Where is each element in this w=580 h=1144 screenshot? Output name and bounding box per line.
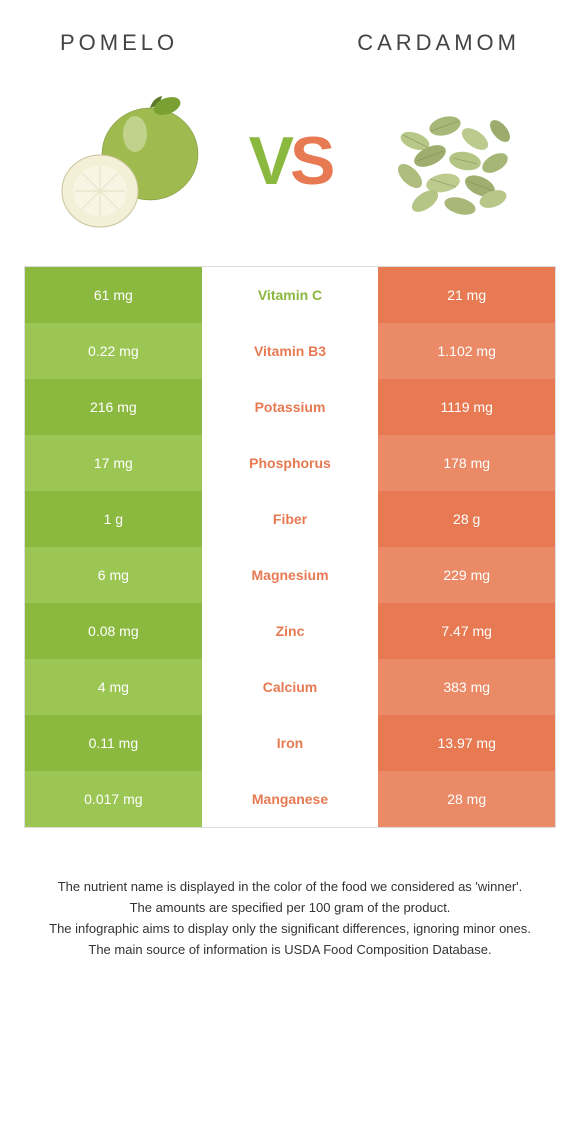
nutrient-name: Fiber (202, 491, 379, 547)
nutrient-name: Zinc (202, 603, 379, 659)
vs-label: VS (249, 127, 332, 195)
table-row: 216 mgPotassium1119 mg (25, 379, 555, 435)
nutrient-name: Potassium (202, 379, 379, 435)
right-value: 13.97 mg (378, 715, 555, 771)
left-value: 0.22 mg (25, 323, 202, 379)
right-value: 21 mg (378, 267, 555, 323)
vs-v: V (249, 123, 290, 199)
left-value: 0.017 mg (25, 771, 202, 827)
right-value: 178 mg (378, 435, 555, 491)
table-row: 0.22 mgVitamin B31.102 mg (25, 323, 555, 379)
comparison-table: 61 mgVitamin C21 mg0.22 mgVitamin B31.10… (24, 266, 556, 828)
left-value: 216 mg (25, 379, 202, 435)
left-value: 17 mg (25, 435, 202, 491)
right-value: 1119 mg (378, 379, 555, 435)
right-value: 229 mg (378, 547, 555, 603)
left-food-title: POMELO (60, 30, 178, 56)
header: POMELO CARDAMOM (0, 20, 580, 76)
right-food-title: CARDAMOM (357, 30, 520, 56)
pomelo-image (55, 86, 205, 236)
footnote-line: The infographic aims to display only the… (35, 920, 545, 939)
left-value: 0.11 mg (25, 715, 202, 771)
table-row: 61 mgVitamin C21 mg (25, 267, 555, 323)
nutrient-name: Calcium (202, 659, 379, 715)
table-row: 0.11 mgIron13.97 mg (25, 715, 555, 771)
nutrient-name: Magnesium (202, 547, 379, 603)
table-row: 0.017 mgManganese28 mg (25, 771, 555, 827)
nutrient-name: Manganese (202, 771, 379, 827)
left-value: 61 mg (25, 267, 202, 323)
table-row: 17 mgPhosphorus178 mg (25, 435, 555, 491)
nutrient-name: Iron (202, 715, 379, 771)
right-value: 28 mg (378, 771, 555, 827)
footnote-line: The amounts are specified per 100 gram o… (35, 899, 545, 918)
left-value: 0.08 mg (25, 603, 202, 659)
footnotes: The nutrient name is displayed in the co… (0, 828, 580, 959)
footnote-line: The main source of information is USDA F… (35, 941, 545, 960)
left-value: 1 g (25, 491, 202, 547)
left-value: 4 mg (25, 659, 202, 715)
cardamom-image (375, 91, 525, 231)
vs-s: S (290, 123, 331, 199)
table-row: 0.08 mgZinc7.47 mg (25, 603, 555, 659)
right-value: 1.102 mg (378, 323, 555, 379)
footnote-line: The nutrient name is displayed in the co… (35, 878, 545, 897)
table-row: 4 mgCalcium383 mg (25, 659, 555, 715)
nutrient-name: Vitamin C (202, 267, 379, 323)
table-row: 6 mgMagnesium229 mg (25, 547, 555, 603)
right-value: 28 g (378, 491, 555, 547)
nutrient-name: Phosphorus (202, 435, 379, 491)
nutrient-name: Vitamin B3 (202, 323, 379, 379)
hero-row: VS (0, 76, 580, 266)
right-value: 7.47 mg (378, 603, 555, 659)
right-value: 383 mg (378, 659, 555, 715)
left-value: 6 mg (25, 547, 202, 603)
table-row: 1 gFiber28 g (25, 491, 555, 547)
